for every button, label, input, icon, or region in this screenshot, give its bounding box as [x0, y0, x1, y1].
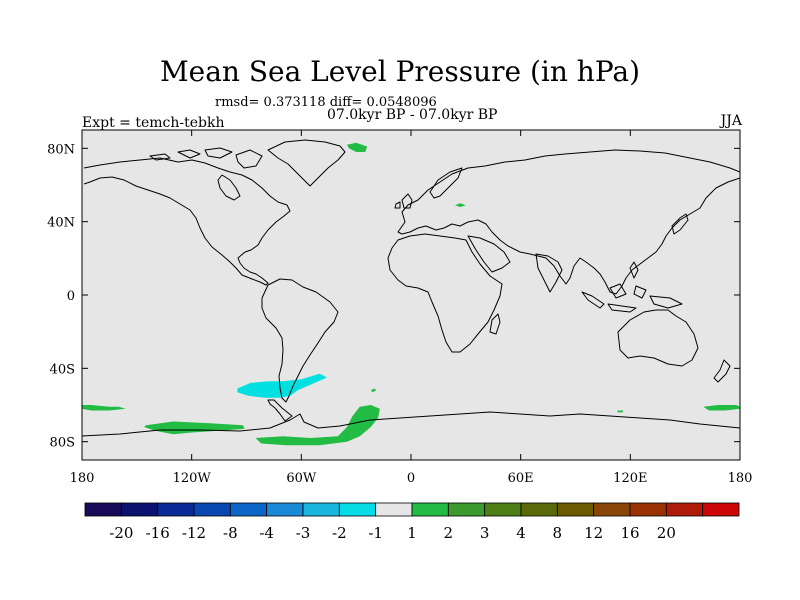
colorbar-swatch: [230, 503, 266, 516]
map-background: [82, 130, 740, 460]
colorbar-swatch: [267, 503, 303, 516]
colorbar-swatch: [521, 503, 557, 516]
lon-tick-label: 0: [407, 471, 415, 486]
colorbar-label: 12: [584, 524, 603, 542]
colorbar-label: -2: [332, 524, 347, 542]
lon-tick-label: 60E: [508, 471, 534, 486]
colorbar-label: 4: [516, 524, 526, 542]
map-figure: 180 120W 60W 0 60E 120E 180 80N 40N 0 40S 80S -20 -1…: [0, 0, 800, 600]
lon-tick-label: 120W: [173, 471, 212, 486]
colorbar: -20 -16 -12 -8 -4 -3 -2 -1 1 2 3 4 8 12 16 20: [85, 503, 739, 542]
colorbar-label: -1: [368, 524, 383, 542]
colorbar-label: 16: [620, 524, 639, 542]
colorbar-label: 2: [444, 524, 454, 542]
colorbar-swatch: [703, 503, 739, 516]
colorbar-label: -16: [146, 524, 170, 542]
lat-tick-label: 0: [67, 289, 75, 304]
colorbar-swatch: [485, 503, 521, 516]
colorbar-label: 8: [553, 524, 563, 542]
colorbar-label: 20: [657, 524, 676, 542]
colorbar-label: 1: [407, 524, 417, 542]
lon-tick-label: 60W: [286, 471, 317, 486]
colorbar-swatch: [594, 503, 630, 516]
colorbar-label: -8: [223, 524, 238, 542]
colorbar-swatch: [194, 503, 230, 516]
colorbar-swatch: [412, 503, 448, 516]
colorbar-label: -4: [259, 524, 274, 542]
colorbar-label: -3: [296, 524, 311, 542]
lon-tick-label: 180: [728, 471, 753, 486]
anomaly-indian-dot: [618, 411, 624, 413]
colorbar-label: 3: [480, 524, 490, 542]
lat-tick-label: 80S: [50, 436, 75, 451]
lon-tick-label: 120E: [613, 471, 647, 486]
lon-tick-label: 180: [70, 471, 95, 486]
colorbar-swatch: [376, 503, 412, 516]
colorbar-swatch: [339, 503, 375, 516]
colorbar-swatch: [666, 503, 702, 516]
colorbar-swatch: [303, 503, 339, 516]
colorbar-swatch: [121, 503, 157, 516]
colorbar-label: -12: [182, 524, 206, 542]
lat-tick-label: 80N: [47, 142, 75, 157]
colorbar-swatch: [158, 503, 194, 516]
colorbar-label: -20: [109, 524, 133, 542]
colorbar-swatch: [557, 503, 593, 516]
colorbar-swatch: [85, 503, 121, 516]
colorbar-swatch: [630, 503, 666, 516]
lat-tick-label: 40S: [50, 362, 75, 377]
lat-tick-label: 40N: [47, 216, 75, 231]
colorbar-swatch: [448, 503, 484, 516]
